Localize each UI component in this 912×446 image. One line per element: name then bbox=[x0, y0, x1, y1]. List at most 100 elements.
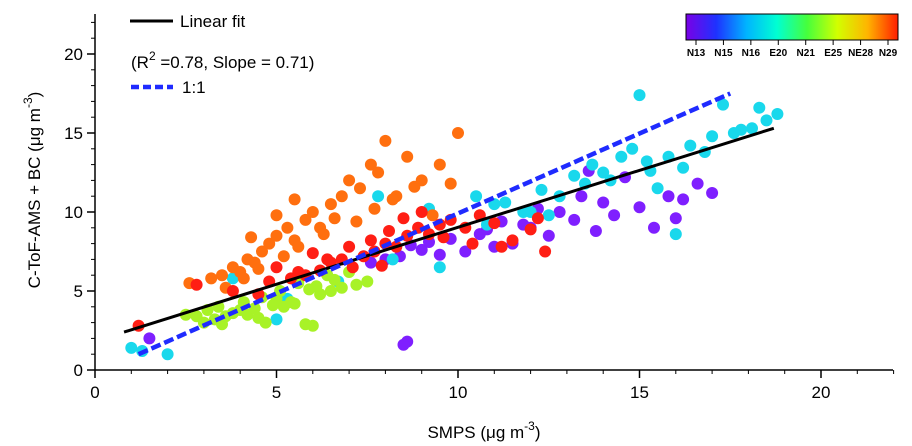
data-point bbox=[397, 212, 410, 225]
data-point bbox=[354, 182, 366, 195]
data-point bbox=[364, 234, 377, 247]
y-tick-label: 20 bbox=[64, 45, 83, 64]
data-point bbox=[256, 245, 268, 258]
data-point bbox=[306, 319, 319, 332]
data-point bbox=[383, 225, 395, 237]
y-tick-label: 0 bbox=[74, 361, 83, 380]
colorbar-label: E25 bbox=[824, 48, 842, 59]
data-point bbox=[640, 155, 653, 168]
data-point bbox=[415, 243, 428, 256]
colorbar-label: E20 bbox=[769, 48, 787, 59]
data-point bbox=[466, 237, 479, 250]
colorbar-label: N29 bbox=[879, 48, 898, 59]
data-point bbox=[495, 240, 508, 253]
data-point bbox=[379, 134, 392, 147]
data-point bbox=[753, 101, 766, 114]
legend: Linear fit (R2 =0.78, Slope = 0.71) 1:1 bbox=[130, 12, 314, 97]
data-point bbox=[470, 190, 483, 203]
data-point bbox=[586, 158, 599, 171]
legend-one-label: 1:1 bbox=[182, 78, 206, 97]
data-point bbox=[161, 348, 174, 361]
data-point bbox=[143, 332, 156, 345]
data-point bbox=[452, 127, 464, 139]
data-point bbox=[633, 89, 646, 102]
x-ticks: 0 5 10 15 20 bbox=[90, 370, 895, 402]
data-point bbox=[589, 225, 602, 237]
data-point bbox=[350, 278, 363, 291]
data-point bbox=[735, 123, 748, 136]
data-point bbox=[615, 150, 628, 163]
data-point bbox=[677, 161, 690, 174]
legend-fit-label: Linear fit bbox=[180, 12, 245, 31]
x-axis-title: SMPS (μg m-3) bbox=[427, 419, 540, 442]
data-point bbox=[488, 217, 501, 230]
colorbar-label: N15 bbox=[714, 48, 733, 59]
data-point bbox=[433, 261, 446, 274]
data-point bbox=[350, 215, 363, 228]
data-point bbox=[226, 285, 239, 297]
y-tick-label: 15 bbox=[64, 124, 83, 143]
linear-fit-line bbox=[123, 126, 775, 334]
data-point bbox=[524, 223, 537, 236]
data-point bbox=[317, 228, 330, 241]
data-point bbox=[237, 272, 250, 285]
data-point bbox=[335, 281, 348, 294]
data-point bbox=[270, 313, 283, 326]
data-point bbox=[397, 338, 410, 351]
colorbar-gradient bbox=[685, 13, 899, 41]
data-point bbox=[433, 248, 446, 261]
data-point bbox=[662, 190, 675, 203]
data-point bbox=[506, 234, 519, 247]
data-point bbox=[553, 206, 566, 218]
data-point bbox=[263, 237, 276, 250]
data-point bbox=[324, 285, 337, 297]
data-point bbox=[542, 229, 555, 242]
data-point bbox=[684, 139, 697, 152]
data-point bbox=[335, 190, 348, 203]
y-ticks: 0 5 10 15 20 bbox=[64, 21, 95, 380]
data-point bbox=[259, 316, 272, 329]
data-point bbox=[401, 150, 414, 163]
x-tick-label: 10 bbox=[449, 383, 468, 402]
data-point bbox=[499, 196, 512, 209]
data-point bbox=[306, 206, 319, 218]
data-point bbox=[266, 299, 279, 312]
data-point bbox=[375, 259, 388, 272]
data-point bbox=[306, 247, 319, 260]
data-point bbox=[626, 142, 639, 155]
data-point bbox=[270, 209, 283, 222]
scatter-points bbox=[125, 89, 784, 361]
colorbar: N13 N15 N16 E20 N21 E25 NE28 N29 bbox=[685, 13, 899, 59]
x-tick-label: 15 bbox=[630, 383, 649, 402]
data-point bbox=[535, 183, 548, 196]
data-point bbox=[252, 262, 265, 275]
data-point bbox=[361, 275, 374, 288]
one-to-one-line bbox=[137, 91, 732, 357]
data-point bbox=[408, 180, 421, 193]
y-axis-title: C-ToF-AMS + BC (μg m-3) bbox=[21, 92, 44, 289]
colorbar-label: NE28 bbox=[848, 48, 873, 59]
colorbar-label: N16 bbox=[742, 48, 761, 59]
data-point bbox=[459, 245, 472, 258]
data-point bbox=[328, 212, 341, 225]
data-point bbox=[125, 341, 138, 354]
data-point bbox=[415, 206, 428, 218]
colorbar-ticks: N13 N15 N16 E20 N21 E25 NE28 N29 bbox=[687, 40, 898, 59]
data-point bbox=[343, 240, 356, 253]
data-point bbox=[648, 221, 660, 234]
x-tick-label: 20 bbox=[812, 383, 831, 402]
data-point bbox=[190, 310, 203, 323]
data-point bbox=[372, 190, 385, 203]
data-point bbox=[281, 221, 294, 234]
data-point bbox=[270, 229, 283, 242]
data-point bbox=[245, 231, 258, 244]
data-point bbox=[568, 169, 581, 182]
data-point bbox=[285, 296, 297, 309]
x-tick-label: 0 bbox=[90, 383, 99, 402]
data-point bbox=[270, 261, 283, 274]
data-point bbox=[190, 278, 203, 291]
data-point bbox=[669, 212, 682, 225]
data-point bbox=[368, 202, 381, 215]
data-point bbox=[288, 193, 301, 206]
